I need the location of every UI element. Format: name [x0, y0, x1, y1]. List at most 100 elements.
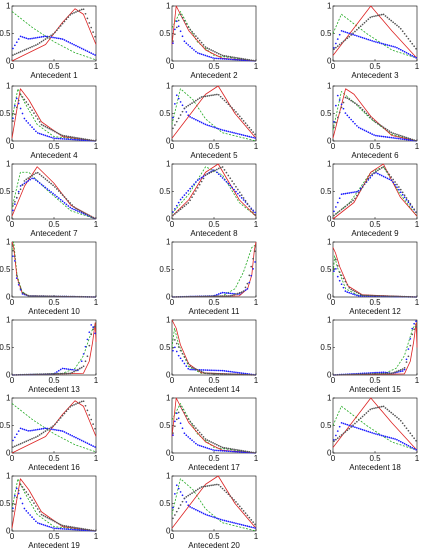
- scatter-series: [333, 405, 417, 443]
- data-point: [94, 54, 96, 56]
- data-point: [54, 130, 56, 133]
- data-point: [252, 59, 254, 62]
- dashed-series-line: [171, 11, 257, 62]
- data-point: [380, 135, 383, 138]
- data-point: [240, 523, 243, 526]
- panel-title: Antecedent 9: [351, 229, 399, 238]
- data-point: [225, 520, 228, 522]
- data-point: [31, 126, 33, 128]
- data-point: [63, 528, 66, 530]
- plot-frame: [332, 319, 418, 376]
- data-point: [413, 328, 415, 331]
- data-point: [181, 110, 184, 113]
- data-point: [193, 368, 195, 371]
- data-point: [248, 59, 251, 61]
- data-point: [12, 255, 14, 258]
- plot-frame: [171, 475, 257, 532]
- panel-title: Antecedent 7: [30, 229, 78, 238]
- data-point: [198, 431, 201, 434]
- data-point: [413, 322, 415, 325]
- data-point: [78, 137, 81, 140]
- data-point: [354, 122, 356, 125]
- data-point: [172, 346, 174, 349]
- data-point: [71, 136, 73, 138]
- data-point: [193, 441, 195, 443]
- data-point: [350, 34, 352, 36]
- data-point: [373, 119, 375, 122]
- data-point: [392, 371, 394, 374]
- data-point: [219, 295, 222, 297]
- data-point: [50, 128, 52, 131]
- data-point: [252, 209, 254, 212]
- data-point: [23, 428, 26, 431]
- x-tick-label: 0: [170, 220, 175, 229]
- data-point: [254, 523, 256, 526]
- data-point: [191, 439, 193, 442]
- data-point: [237, 373, 239, 376]
- data-point: [78, 367, 81, 370]
- data-point: [82, 8, 85, 11]
- data-point: [185, 365, 188, 367]
- panel-title: Antecedent 3: [351, 71, 399, 80]
- data-point: [77, 295, 79, 298]
- data-point: [56, 37, 58, 39]
- data-point: [240, 291, 243, 293]
- data-point: [61, 372, 64, 375]
- solid-series-line: [11, 478, 97, 532]
- data-point: [244, 201, 247, 203]
- data-point: [357, 189, 360, 192]
- data-point: [29, 295, 31, 297]
- data-point: [407, 348, 410, 350]
- data-point: [14, 503, 16, 506]
- data-point: [227, 450, 230, 453]
- data-point: [48, 295, 51, 298]
- data-point: [80, 529, 83, 531]
- data-point: [388, 173, 391, 176]
- data-point: [356, 34, 358, 37]
- dashed-series-line: [11, 241, 97, 298]
- data-point: [411, 296, 414, 298]
- data-point: [54, 372, 56, 375]
- data-point: [33, 177, 35, 180]
- data-point: [189, 437, 191, 440]
- x-tick-label: 0.5: [208, 454, 220, 463]
- data-point: [238, 133, 241, 136]
- data-point: [191, 116, 193, 119]
- data-point: [409, 337, 412, 340]
- data-point: [179, 114, 182, 116]
- data-point: [56, 131, 58, 134]
- data-point: [19, 185, 22, 187]
- data-point: [233, 132, 235, 134]
- data-point: [229, 370, 232, 373]
- data-point: [396, 370, 398, 373]
- data-point: [375, 121, 377, 124]
- data-point: [200, 370, 203, 373]
- data-point: [409, 139, 412, 141]
- dashed-series-line: [11, 171, 97, 220]
- data-point: [212, 50, 214, 52]
- data-point: [200, 96, 203, 98]
- data-point: [191, 47, 193, 50]
- data-point: [354, 30, 356, 33]
- data-point: [338, 197, 341, 200]
- data-point: [56, 295, 58, 298]
- data-point: [82, 48, 85, 51]
- panel-title: Antecedent 11: [188, 307, 240, 316]
- scatter-series: [172, 405, 256, 454]
- data-point: [195, 442, 197, 445]
- data-point: [369, 176, 372, 179]
- data-point: [181, 206, 184, 209]
- data-point: [90, 418, 93, 421]
- data-point: [212, 516, 214, 518]
- data-point: [217, 372, 220, 375]
- data-point: [202, 175, 205, 178]
- data-point: [342, 277, 345, 280]
- data-point: [179, 101, 182, 103]
- x-tick-label: 0: [170, 454, 175, 463]
- data-point: [354, 197, 356, 200]
- data-point: [29, 373, 31, 376]
- data-point: [63, 295, 66, 298]
- data-point: [396, 416, 398, 419]
- data-point: [38, 182, 41, 184]
- data-point: [198, 295, 201, 298]
